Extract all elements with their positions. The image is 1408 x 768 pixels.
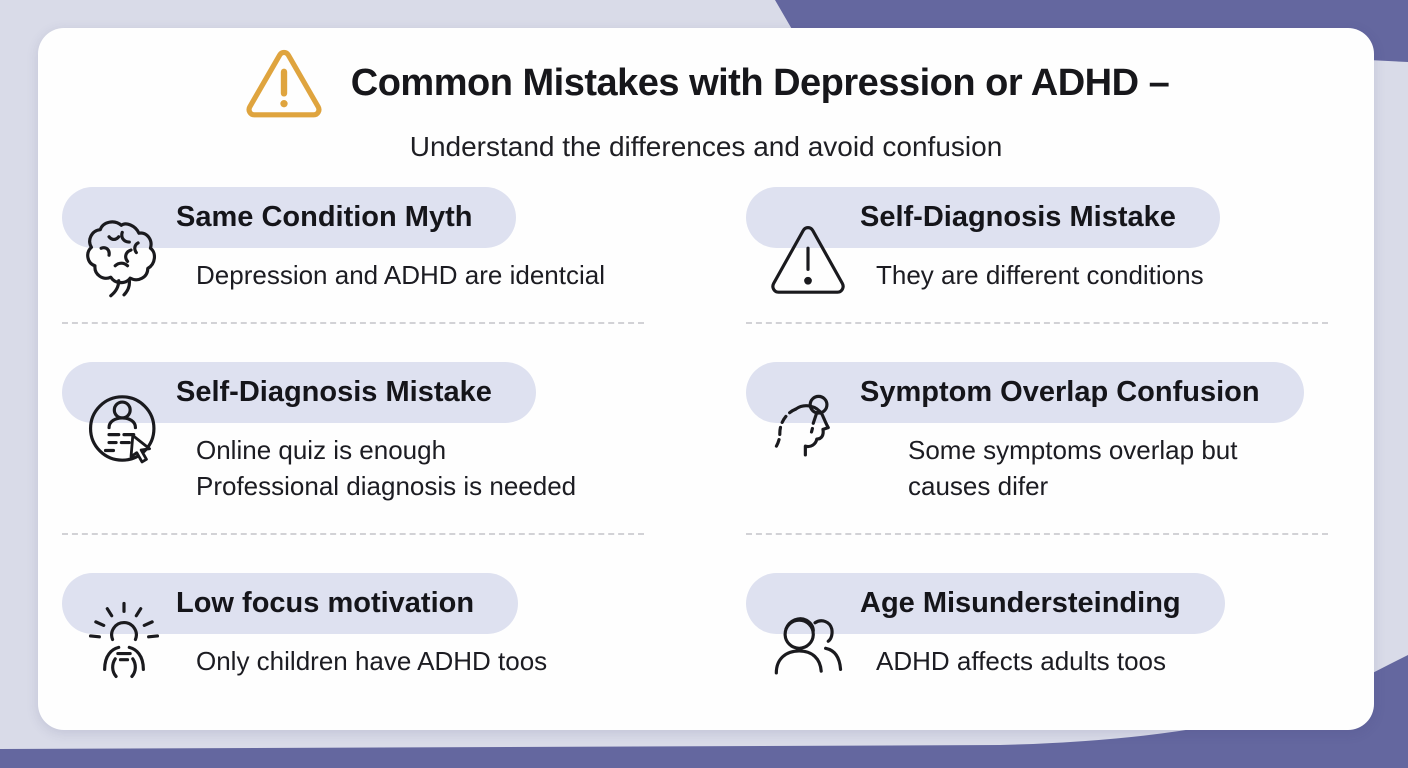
description-line: Professional diagnosis is needed: [196, 470, 577, 501]
description-line: Depression and ADHD are identcial: [196, 260, 605, 290]
card-title: Self-Diagnosis Mistake: [860, 201, 1176, 233]
left-column: Same Condition Myth: [62, 187, 650, 680]
warning-triangle-icon: [243, 48, 325, 118]
divider: [62, 321, 644, 324]
infographic-sheet: Common Mistakes with Depression or ADHD …: [38, 28, 1374, 730]
card-self-diagnosis-mistake: Self-Diagnosis Mistake They are differen…: [746, 187, 1334, 294]
card-description: ADHD affects adults toos: [876, 644, 1334, 680]
card-description: Only children have ADHD toos: [196, 644, 650, 680]
card-title-pill: Self-Diagnosis Mistake: [62, 361, 536, 423]
person-checklist-cursor-icon: [80, 388, 168, 476]
card-low-focus-motivation: Low focus motivation: [62, 572, 650, 680]
brain-icon: [80, 213, 168, 301]
description-line: ADHD affects adults toos: [876, 645, 1166, 676]
card-title-pill: Low focus motivation: [62, 572, 519, 634]
card-title-pill: Age Misundersteinding: [746, 572, 1225, 634]
page-title: Common Mistakes with Depression or ADHD …: [350, 61, 1170, 104]
right-column: Self-Diagnosis Mistake They are differen…: [746, 187, 1334, 680]
page-subtitle: Understand the differences and avoid con…: [409, 131, 1003, 162]
card-title: Same Condition Myth: [176, 201, 473, 233]
card-title-pill: Same Condition Myth: [62, 187, 517, 248]
person-rays-icon: [80, 599, 168, 687]
divider: [746, 532, 1328, 535]
cards-grid: Same Condition Myth: [38, 163, 1374, 680]
card-title: Low focus motivation: [176, 586, 475, 619]
card-title-pill: Symptom Overlap Confusion: [746, 361, 1304, 423]
header: Common Mistakes with Depression or ADHD …: [38, 28, 1374, 163]
description-line: Some symptoms overlap but: [908, 434, 1238, 465]
two-people-icon: [764, 599, 852, 687]
description-line: causes difer: [908, 470, 1049, 501]
card-description: Online quiz is enough Professional diagn…: [196, 433, 650, 505]
card-title: Symptom Overlap Confusion: [860, 375, 1260, 408]
divider: [62, 532, 644, 535]
card-symptom-overlap-confusion: Symptom Overlap Confusion Some symptoms …: [746, 361, 1334, 505]
warning-triangle-icon: [764, 213, 852, 301]
background-shape-bottom: [0, 655, 1408, 768]
card-title-pill: Self-Diagnosis Mistake: [746, 187, 1220, 248]
description-line: They are different conditions: [876, 260, 1204, 290]
card-same-condition-myth: Same Condition Myth: [62, 187, 650, 298]
card-age-misunderstanding: Age Misundersteinding ADHD affects adult…: [746, 572, 1334, 680]
card-description: Some symptoms overlap but causes difer: [908, 433, 1334, 505]
card-title: Self-Diagnosis Mistake: [176, 375, 492, 408]
description-line: Only children have ADHD toos: [196, 645, 548, 676]
card-description: They are different conditions: [876, 258, 1334, 294]
divider: [746, 321, 1328, 324]
card-description: Depression and ADHD are identcial: [196, 258, 650, 294]
card-title: Age Misundersteinding: [860, 586, 1181, 619]
description-line: Online quiz is enough: [196, 434, 447, 465]
card-self-diagnosis-quiz: Self-Diagnosis Mistake: [62, 361, 650, 505]
head-magnifier-icon: [764, 388, 852, 476]
